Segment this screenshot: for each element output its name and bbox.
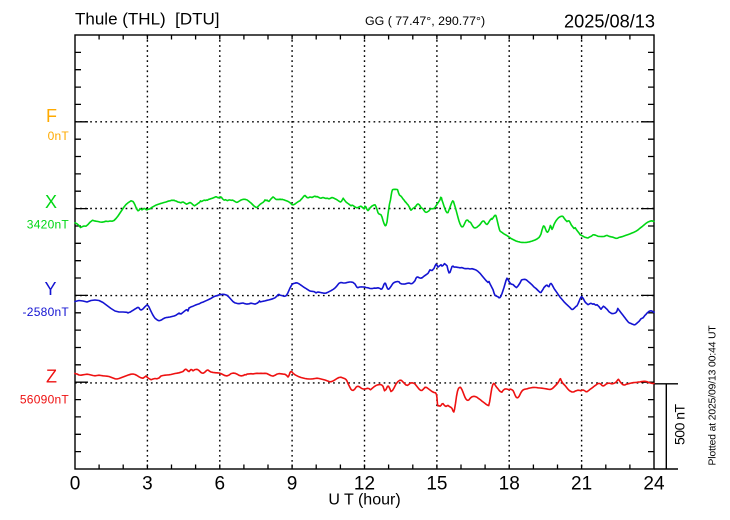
svg-text:9: 9 <box>287 474 298 495</box>
svg-text:18: 18 <box>499 474 520 495</box>
svg-text:GG ( 77.47°, 290.77°): GG ( 77.47°, 290.77°) <box>365 14 485 28</box>
svg-text:X: X <box>45 192 57 212</box>
svg-text:3420nT: 3420nT <box>27 217 70 231</box>
svg-text:0: 0 <box>70 474 81 495</box>
svg-text:Y: Y <box>44 279 56 299</box>
svg-text:6: 6 <box>215 474 226 495</box>
svg-text:F: F <box>46 106 57 126</box>
svg-text:Z: Z <box>46 366 57 386</box>
svg-text:2025/08/13: 2025/08/13 <box>564 12 655 32</box>
svg-text:3: 3 <box>142 474 153 495</box>
svg-text:24: 24 <box>643 474 665 495</box>
svg-text:56090nT: 56090nT <box>20 392 70 406</box>
svg-text:0nT: 0nT <box>48 129 70 143</box>
svg-text:500 nT: 500 nT <box>672 403 688 445</box>
svg-text:U T (hour): U T (hour) <box>328 492 400 509</box>
svg-text:12: 12 <box>354 474 375 495</box>
svg-text:15: 15 <box>426 474 447 495</box>
svg-text:Plotted at 2025/09/13 00:44 UT: Plotted at 2025/09/13 00:44 UT <box>708 325 719 466</box>
svg-text:Thule (THL) [DTU]: Thule (THL) [DTU] <box>75 10 220 29</box>
svg-text:-2580nT: -2580nT <box>23 305 70 319</box>
svg-text:21: 21 <box>571 474 592 495</box>
